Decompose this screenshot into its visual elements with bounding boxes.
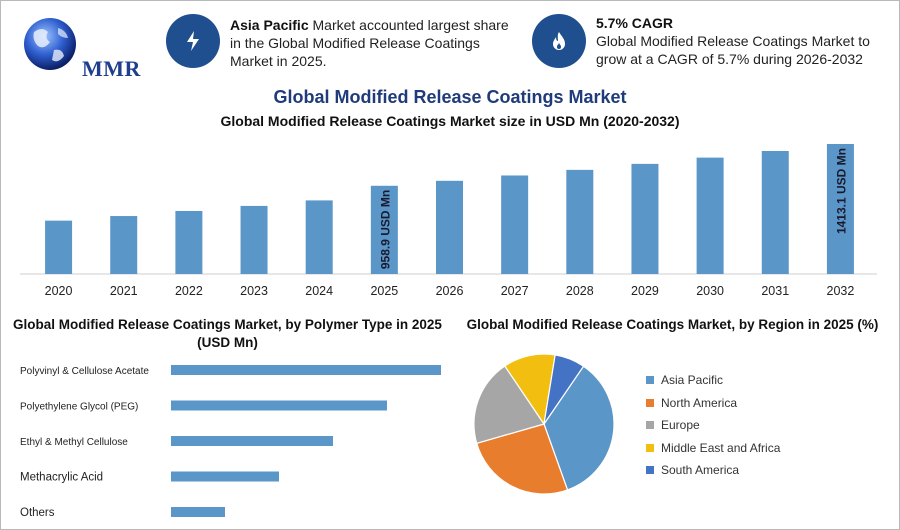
legend-item-4: South America (646, 463, 739, 477)
info1-bold: Asia Pacific (230, 17, 309, 33)
polymer-bar-1 (171, 400, 387, 411)
x-tick-2031: 2031 (761, 284, 789, 298)
bar-2031 (761, 151, 789, 274)
x-tick-2024: 2024 (305, 284, 333, 298)
market-size-bar-chart: 2020 2021 2022 2023 2024 2025 958.9 USD Mn 2026… (20, 144, 877, 298)
legend-item-0: Asia Pacific (646, 373, 723, 387)
bar-2024 (305, 200, 333, 274)
logo-text: MMR (82, 56, 141, 81)
legend-item-2: Europe (646, 418, 700, 432)
bar-2032 (826, 144, 854, 274)
x-tick-2020: 2020 (45, 284, 73, 298)
legend-swatch (646, 443, 654, 452)
info2-bold: 5.7% CAGR (596, 15, 674, 31)
bar-2028 (566, 169, 594, 274)
x-tick-2021: 2021 (110, 284, 138, 298)
legend-swatch (646, 466, 654, 474)
x-tick-2032: 2032 (827, 284, 855, 298)
legend-label: Middle East and Africa (661, 440, 781, 455)
flame-icon (532, 14, 586, 68)
x-tick-2027: 2027 (501, 284, 529, 298)
info-cagr: 5.7% CAGR Global Modified Release Coatin… (596, 14, 886, 68)
bar-2030 (696, 157, 724, 274)
x-tick-2025: 2025 (370, 284, 398, 298)
polymer-bar-0 (171, 365, 441, 375)
legend-swatch (646, 398, 654, 407)
globe-icon (24, 18, 76, 70)
legend-swatch (646, 421, 654, 429)
legend-label: Asia Pacific (661, 373, 724, 387)
polymer-bar-4 (171, 507, 225, 517)
info2-text: Global Modified Release Coatings Market … (596, 33, 870, 67)
data-label-2025: 958.9 USD Mn (378, 190, 392, 269)
polymer-label-3: Methacrylic Acid (20, 472, 103, 484)
x-tick-2022: 2022 (175, 284, 203, 298)
polymer-label-1: Polyethylene Glycol (PEG) (20, 402, 138, 413)
x-tick-2026: 2026 (436, 284, 464, 298)
legend-label: North America (661, 395, 738, 410)
pie-slice-4 (543, 354, 585, 425)
bar-2020 (45, 220, 73, 274)
mmr-logo: MMR (14, 10, 144, 81)
polymer-label-4: Others (20, 507, 55, 519)
polymer-label-0: Polyvinyl & Cellulose Acetate (20, 366, 149, 377)
info1-text: Market accounted largest share in the Gl… (230, 17, 509, 69)
bar-2021 (110, 216, 138, 274)
legend-item-3: Middle East and Africa (646, 441, 780, 455)
x-tick-2029: 2029 (631, 284, 659, 298)
polymer-bar-3 (171, 471, 279, 482)
legend-item-1: North America (646, 396, 737, 410)
polymer-label-2: Ethyl & Methyl Cellulose (20, 437, 128, 448)
x-tick-2028: 2028 (566, 284, 594, 298)
polymer-type-bar-chart: Polyvinyl & Cellulose Acetate Polyethylen… (20, 365, 441, 519)
bar-2026 (436, 180, 463, 274)
main-title: Global Modified Release Coatings Market (273, 87, 627, 107)
bar-2025 (370, 185, 398, 274)
lightning-icon (166, 14, 220, 68)
data-label-2032: 1413.1 USD Mn (834, 148, 848, 234)
bar-2022 (175, 210, 203, 274)
legend-swatch (646, 376, 654, 384)
market-size-title: Global Modified Release Coatings Market … (220, 113, 680, 129)
region-pie-chart (473, 353, 615, 495)
pie-slice-2 (473, 365, 545, 445)
bar-2023 (240, 205, 268, 274)
x-tick-2023: 2023 (240, 284, 268, 298)
info-asia-pacific: Asia Pacific Market accounted largest sh… (230, 16, 520, 70)
legend-label: South America (661, 463, 740, 477)
region-chart-title: Global Modified Release Coatings Market,… (466, 317, 879, 332)
pie-slice-0 (543, 365, 615, 491)
pie-slice-1 (475, 423, 569, 495)
x-tick-2030: 2030 (696, 284, 724, 298)
polymer-chart-title: Global Modified Release Coatings Market,… (13, 317, 442, 350)
legend-label: Europe (661, 418, 700, 432)
bar-2029 (631, 163, 659, 274)
polymer-bar-2 (171, 436, 333, 446)
bar-2027 (501, 175, 529, 274)
